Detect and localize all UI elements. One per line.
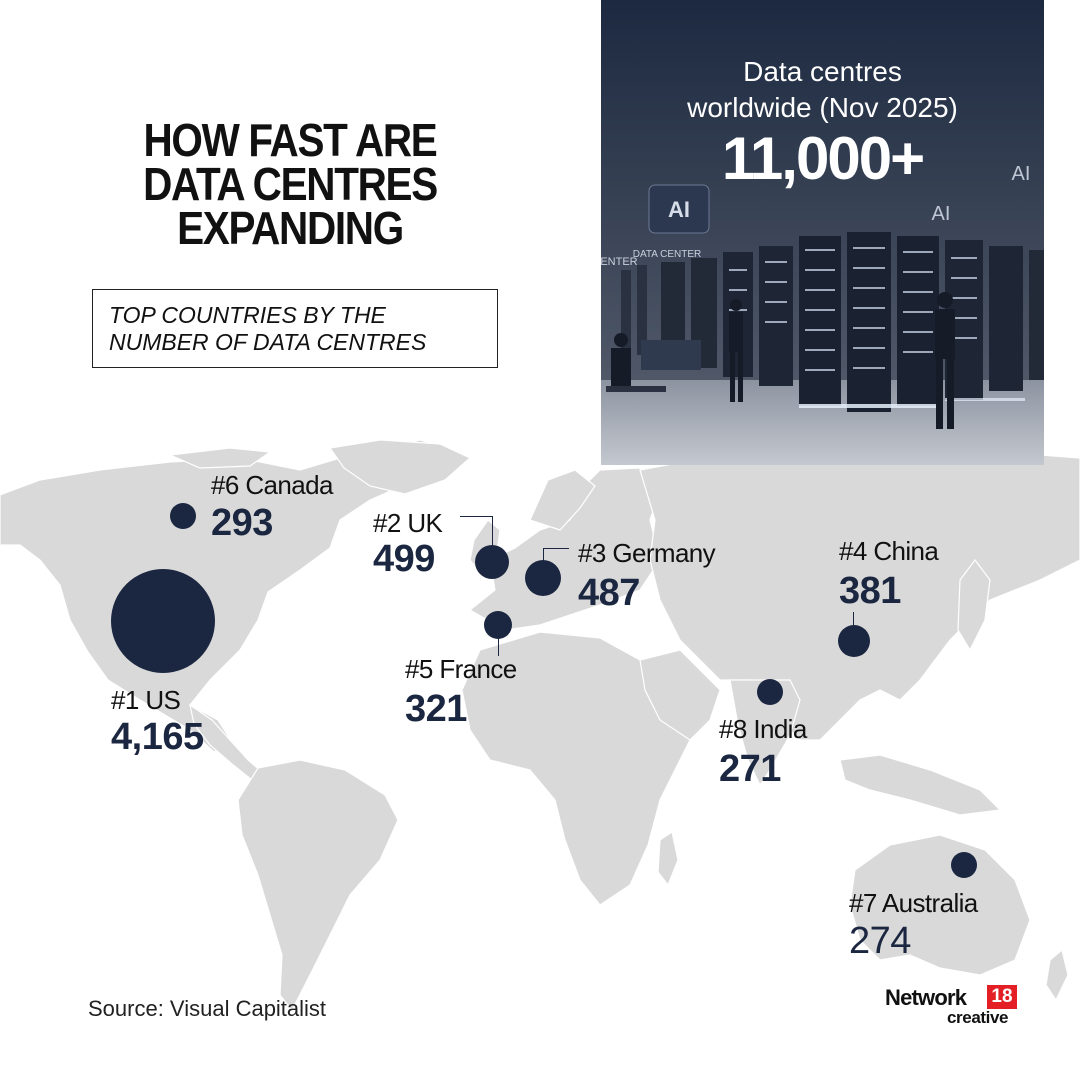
value-australia: 274: [849, 920, 911, 962]
sign-center: CENTER: [601, 256, 638, 268]
sign-data-center: DATA CENTER: [633, 249, 702, 260]
marker-australia: [951, 852, 977, 878]
label-china: #4 China: [839, 536, 939, 566]
germany-leader-v: [543, 548, 544, 562]
value-canada: 293: [211, 502, 273, 544]
arabia-landmass: [639, 649, 721, 741]
marker-canada: [170, 503, 196, 529]
marker-france: [484, 611, 512, 639]
sign-ai-left: AI: [668, 197, 690, 222]
label-canada: #6 Canada: [211, 470, 333, 500]
headline-line-2: DATA CENTRES: [143, 158, 438, 210]
rack-lights: [729, 247, 977, 371]
data-center-illustration: AI DATA CENTER AI AI CENTER: [601, 0, 1044, 465]
value-china: 381: [839, 570, 901, 612]
uk-leader-h: [460, 516, 492, 517]
marker-germany: [525, 560, 561, 596]
scandinavia-landmass: [529, 469, 596, 531]
germany-leader-h: [543, 548, 569, 549]
greenland-landmass: [328, 439, 472, 495]
new-zealand-landmass: [1045, 948, 1069, 1002]
subtitle-line-2: NUMBER OF DATA CENTRES: [109, 329, 427, 355]
label-australia: #7 Australia: [849, 888, 978, 918]
headline-line-1: HOW FAST ARE: [143, 114, 437, 166]
north-america-landmass: [0, 439, 462, 753]
value-germany: 487: [578, 572, 640, 614]
label-germany: #3 Germany: [578, 538, 716, 568]
technicians: [606, 292, 955, 429]
india-landmass: [729, 679, 801, 787]
marker-uk: [475, 545, 509, 579]
australia-landmass: [849, 834, 1031, 976]
wall-signs: AI DATA CENTER AI AI CENTER: [601, 163, 1030, 268]
source-credit: Source: Visual Capitalist: [88, 996, 327, 1021]
hero-panel: AI DATA CENTER AI AI CENTER: [601, 0, 1044, 465]
marker-china: [838, 625, 870, 657]
label-india: #8 India: [719, 714, 807, 744]
southeast-asia-islands: [839, 754, 1002, 816]
subtitle-box: TOP COUNTRIES BY THE NUMBER OF DATA CENT…: [92, 289, 498, 368]
value-france: 321: [405, 688, 467, 730]
arctic-islands-landmass: [167, 447, 272, 469]
logo-wordmark: Network: [885, 985, 967, 1010]
marker-india: [757, 679, 783, 705]
hero-total-figure: 11,000+: [721, 125, 925, 192]
south-america-landmass: [237, 759, 399, 1012]
sign-ai-far-right: AI: [1012, 163, 1031, 185]
value-india: 271: [719, 748, 781, 790]
marker-us: [111, 569, 215, 673]
value-uk: 499: [373, 538, 435, 580]
uk-leader-v: [492, 516, 493, 546]
value-us: 4,165: [111, 716, 204, 758]
hero-caption-line-2: worldwide (Nov 2025): [687, 92, 958, 123]
label-us: #1 US: [111, 685, 181, 715]
china-leader-v: [853, 612, 854, 626]
headline-line-3: EXPANDING: [177, 202, 404, 254]
sign-ai-right: AI: [932, 203, 951, 225]
logo-badge: 18: [987, 985, 1017, 1009]
madagascar-landmass: [657, 831, 679, 887]
hero-caption-line-1: Data centres: [743, 56, 902, 87]
network18-logo: Network 18 creative: [885, 983, 1025, 1031]
japan-landmass: [957, 559, 991, 652]
france-leader-v: [498, 638, 499, 656]
subtitle-line-1: TOP COUNTRIES BY THE: [109, 302, 386, 328]
label-uk: #2 UK: [373, 508, 443, 538]
hero-caption: Data centres worldwide (Nov 2025): [601, 54, 1044, 126]
logo-subtext: creative: [947, 1008, 1009, 1027]
headline: HOW FAST ARE DATA CENTRES EXPANDING: [123, 114, 457, 254]
label-france: #5 France: [405, 654, 517, 684]
